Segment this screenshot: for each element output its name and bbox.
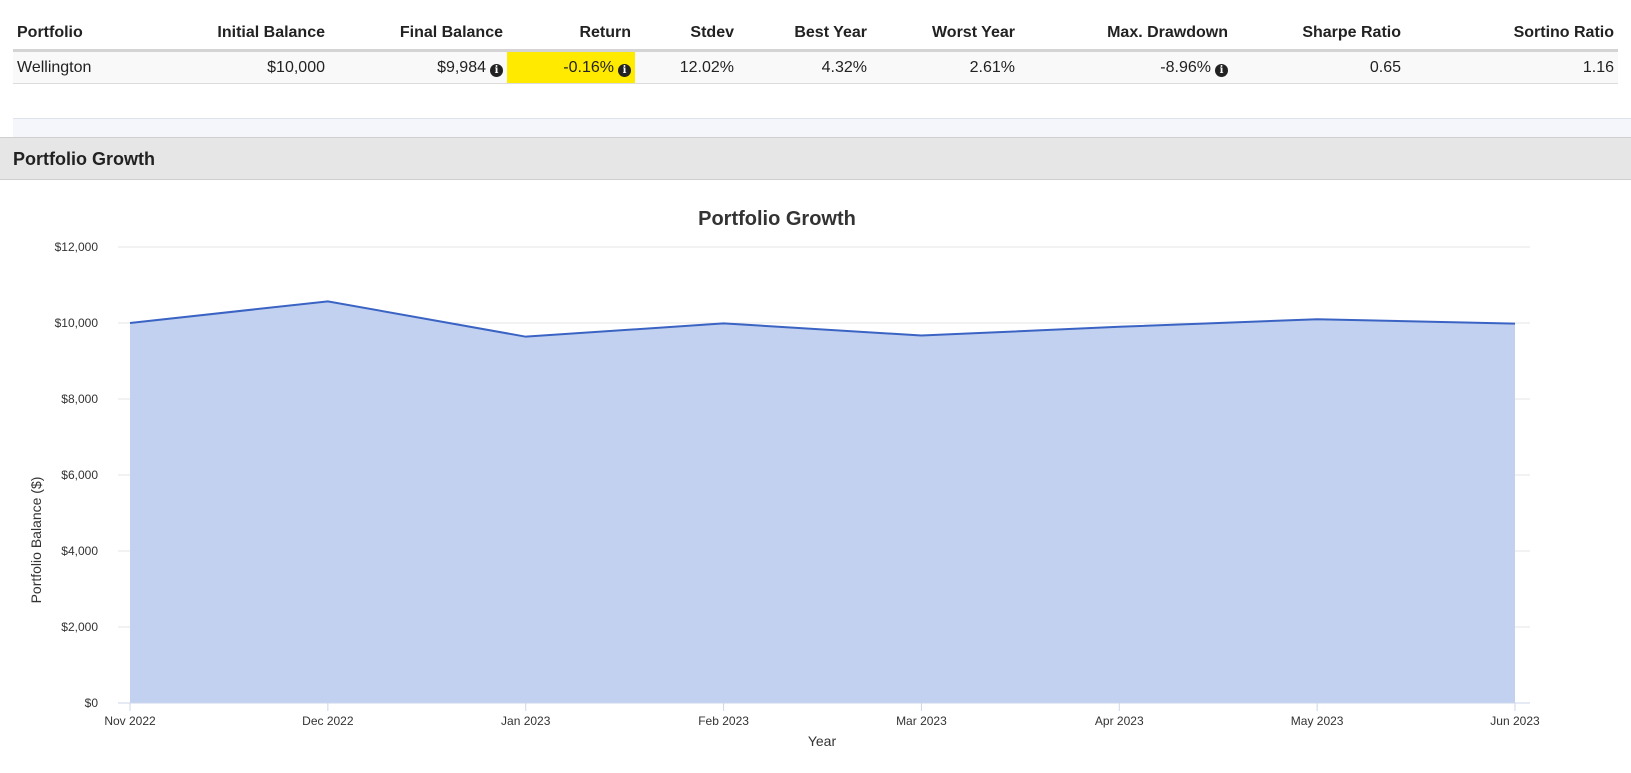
info-icon[interactable]: i [490,63,503,77]
y-tick-label: $8,000 [61,392,98,406]
data-point[interactable] [919,334,923,338]
header-max-drawdown[interactable]: Max. Drawdown [1019,17,1232,52]
x-tick-label: Jun 2023 [1490,714,1540,728]
x-axis-label: Year [808,733,837,749]
data-point[interactable] [524,335,528,339]
header-worst-year[interactable]: Worst Year [871,17,1019,52]
series-line [129,300,1516,338]
header-sharpe-ratio[interactable]: Sharpe Ratio [1232,17,1405,52]
x-tick-label: May 2023 [1291,714,1344,728]
info-icon[interactable]: i [1215,63,1228,77]
header-initial-balance[interactable]: Initial Balance [171,17,329,52]
x-tick-label: Jan 2023 [501,714,551,728]
cell-sharpe-ratio: 0.65 [1232,50,1405,84]
cell-portfolio[interactable]: Wellington [13,50,171,84]
data-point[interactable] [326,299,330,303]
y-tick-label: $10,000 [55,316,99,330]
y-axis-label: Portfolio Balance ($) [28,477,44,604]
cell-worst-year: 2.61% [871,50,1019,84]
y-tick-label: $0 [85,696,99,710]
max-drawdown-value: -8.96% [1160,58,1211,76]
chart-title: Portfolio Growth [698,208,856,230]
final-balance-value: $9,984 [437,58,486,76]
header-best-year[interactable]: Best Year [738,17,871,52]
cell-best-year: 4.32% [738,50,871,84]
info-icon[interactable]: i [618,63,631,77]
cell-final-balance: $9,984 i [329,50,507,84]
cell-max-drawdown: -8.96% i [1019,50,1232,84]
section-header: Portfolio Growth [0,137,1631,180]
x-axis-ticks: Nov 2022 Dec 2022 Jan 2023 Feb 2023 Mar 2023… [104,703,1540,728]
section-divider [13,118,1631,139]
statistics-table: Portfolio Initial Balance Final Balance … [13,17,1618,84]
table-row: Wellington $10,000 $9,984 i -0.16% i 12.02… [13,50,1618,84]
y-tick-label: $6,000 [61,468,98,482]
x-tick-label: Mar 2023 [896,714,947,728]
header-stdev[interactable]: Stdev [635,17,738,52]
header-sortino-ratio[interactable]: Sortino Ratio [1405,17,1618,52]
section-title: Portfolio Growth [13,149,155,169]
x-tick-label: Nov 2022 [104,714,156,728]
header-final-balance[interactable]: Final Balance [329,17,507,52]
y-tick-label: $4,000 [61,544,98,558]
x-tick-label: Feb 2023 [698,714,749,728]
header-portfolio[interactable]: Portfolio [13,17,171,52]
x-tick-label: Apr 2023 [1095,714,1144,728]
y-tick-label: $2,000 [61,620,98,634]
data-point[interactable] [1513,322,1517,326]
cell-sortino-ratio: 1.16 [1405,50,1618,84]
return-value: -0.16% [563,58,614,76]
series-area [130,301,1515,703]
portfolio-growth-chart: Portfolio Growth $0 $2,000 $4,000 $6,000 $8,… [28,208,1540,749]
data-point[interactable] [1117,325,1121,329]
y-axis-ticks: $0 $2,000 $4,000 $6,000 $8,000 $10,000 $12,000 [55,240,99,710]
header-return[interactable]: Return [507,17,635,52]
y-tick-label: $12,000 [55,240,99,254]
data-point[interactable] [722,321,726,325]
data-point[interactable] [128,321,132,325]
x-tick-label: Dec 2022 [302,714,354,728]
cell-return: -0.16% i [507,50,635,84]
cell-stdev: 12.02% [635,50,738,84]
data-point[interactable] [1315,317,1319,321]
table-header-row: Portfolio Initial Balance Final Balance … [13,17,1618,52]
cell-initial-balance: $10,000 [171,50,329,84]
